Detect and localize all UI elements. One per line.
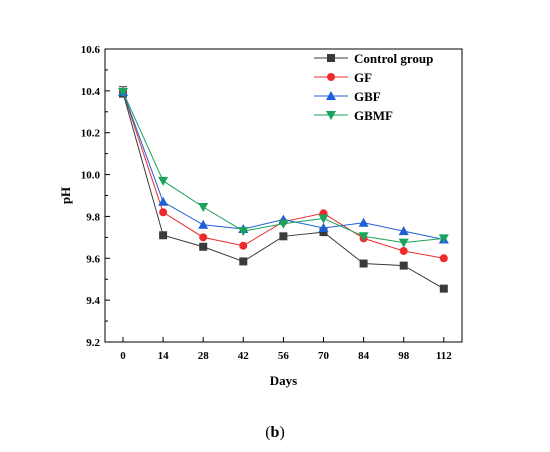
y-tick-label: 9.4 (86, 295, 100, 307)
data-point (318, 214, 329, 224)
legend-marker (326, 111, 336, 120)
data-point (398, 226, 409, 236)
data-point (358, 217, 369, 227)
legend-label: Control group (354, 51, 433, 66)
y-tick-label: 10.0 (81, 170, 101, 182)
x-tick-label: 14 (158, 350, 170, 362)
y-tick-label: 10.6 (81, 44, 101, 56)
legend: Control group GF GBF GBMF (314, 51, 433, 123)
data-point (319, 228, 328, 237)
legend-label: GBMF (354, 108, 393, 123)
legend-marker (326, 91, 336, 100)
y-axis: 9.2 9.4 9.6 9.8 10.0 10.2 10.4 10.6 (81, 44, 110, 349)
panel-label-close: ) (279, 424, 285, 441)
data-point (199, 233, 208, 242)
data-point (439, 284, 448, 293)
x-tick-label: 98 (398, 350, 410, 362)
data-point (198, 219, 209, 229)
data-point (358, 232, 369, 242)
y-tick-label: 10.4 (81, 86, 101, 98)
data-point (279, 232, 288, 241)
data-point (198, 203, 209, 213)
legend-item: Control group (314, 51, 433, 66)
legend-label: GBF (354, 89, 381, 104)
data-point (399, 246, 408, 255)
data-point (159, 208, 168, 217)
data-point (399, 261, 408, 270)
data-point (439, 254, 448, 263)
data-point (359, 259, 368, 268)
y-tick-label: 9.8 (86, 211, 100, 223)
legend-item: GBF (314, 89, 381, 104)
data-point (158, 176, 169, 186)
panel-label: (b) (0, 424, 550, 442)
x-tick-label: 0 (120, 350, 126, 362)
series-0 (119, 88, 448, 293)
legend-marker (327, 54, 335, 62)
y-tick-label: 9.6 (86, 253, 100, 265)
series-3 (118, 87, 449, 248)
data-point (238, 227, 249, 237)
data-point (318, 222, 329, 232)
series-layer (118, 86, 449, 293)
x-tick-label: 70 (318, 350, 330, 362)
data-point (239, 257, 248, 266)
data-point (159, 231, 168, 240)
data-point (239, 241, 248, 250)
legend-item: GBMF (314, 108, 393, 123)
x-tick-label: 42 (238, 350, 250, 362)
legend-label: GF (354, 70, 372, 85)
data-point (199, 242, 208, 251)
data-point (438, 234, 449, 244)
panel-label-letter: b (270, 424, 280, 441)
x-tick-label: 56 (278, 350, 290, 362)
y-tick-label: 10.2 (81, 128, 101, 140)
legend-item: GF (314, 70, 372, 85)
x-tick-label: 84 (358, 350, 370, 362)
y-axis-title: pH (58, 187, 73, 204)
y-tick-label: 9.2 (86, 337, 100, 349)
panel-label-open: ( (265, 424, 271, 441)
x-axis: 0 14 28 42 56 70 84 98 112 (120, 337, 452, 362)
data-point (398, 238, 409, 248)
x-tick-label: 28 (198, 350, 210, 362)
x-tick-label: 112 (436, 350, 452, 362)
x-axis-title: Days (270, 373, 297, 388)
data-point (278, 219, 289, 229)
plot-frame (104, 48, 463, 343)
series-line (122, 92, 445, 290)
data-point (118, 87, 128, 97)
legend-marker (327, 73, 335, 81)
data-point (158, 196, 169, 206)
